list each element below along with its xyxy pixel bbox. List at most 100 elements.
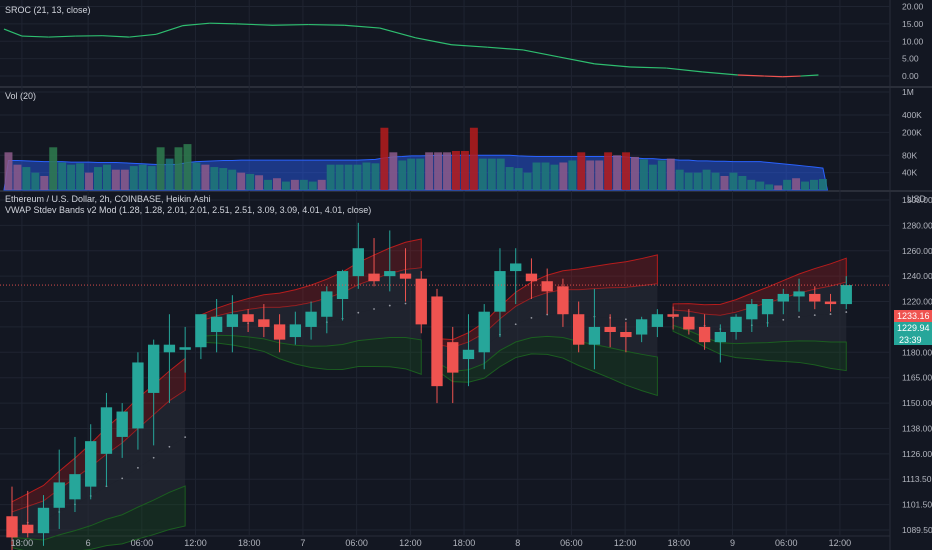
volume-bar (818, 179, 827, 190)
price-tick-label: 1138.00 (902, 423, 932, 433)
candle-body (210, 316, 223, 332)
volume-bar (487, 158, 496, 190)
volume-bar (622, 152, 630, 190)
sroc-line-segment (236, 23, 273, 26)
price-axis[interactable]: 20.00 15.00 10.00 5.00 0.00 1M 400K 200K 80K 40K 1… (902, 1, 932, 535)
x-tick-label: 06:00 (775, 538, 798, 548)
sroc-line-segment (415, 37, 452, 46)
candle-body (809, 293, 821, 302)
volume-bar (514, 168, 523, 190)
sroc-tick-label: 5.00 (902, 54, 919, 64)
volume-bar (469, 127, 478, 190)
sroc-line-segment (272, 23, 309, 26)
volume-tick-label: 200K (902, 127, 922, 137)
candle-body (69, 474, 81, 500)
volume-bar (505, 167, 514, 190)
volume-bar (308, 181, 317, 190)
volume-bar (774, 185, 783, 190)
sroc-line-segment (129, 33, 157, 38)
volume-bar (434, 152, 443, 190)
volume-title: Vol (20) (5, 91, 36, 101)
volume-bar (147, 166, 156, 190)
volume-bar (49, 147, 58, 190)
volume-bar (416, 158, 425, 190)
sroc-line-segment (594, 63, 631, 68)
volume-bar (747, 179, 756, 190)
candle-body (321, 291, 333, 317)
x-tick-label: 18:00 (453, 538, 476, 548)
candle-body (525, 273, 538, 282)
volume-bar (174, 147, 183, 190)
vwap-dot (845, 311, 848, 313)
volume-bar (40, 175, 49, 190)
x-tick-label: 8 (515, 538, 520, 548)
volume-bar (120, 169, 129, 190)
volume-bar (595, 160, 604, 190)
volume-bar (639, 159, 648, 190)
candle-body (840, 285, 852, 305)
candle-body (573, 314, 585, 345)
sroc-pane (3, 22, 819, 78)
volume-bar (613, 155, 622, 190)
candle-body (289, 324, 301, 338)
volume-bar (738, 175, 747, 190)
vwap-lower-band (436, 335, 658, 397)
candle-body (494, 271, 506, 312)
vwap-dot (373, 308, 375, 310)
vwap-dot (798, 316, 800, 318)
candle-body (761, 299, 774, 315)
volume-bar (192, 162, 201, 190)
sroc-line-segment (379, 27, 416, 39)
sroc-line-segment (48, 35, 76, 38)
volume-bar (183, 144, 192, 190)
candle-body (258, 319, 270, 327)
volume-bar (559, 162, 568, 190)
x-tick-label: 06:00 (345, 538, 368, 548)
volume-bar (496, 158, 505, 190)
volume-bar (684, 172, 693, 190)
price-title: Ethereum / U.S. Dollar, 2h, COINBASE, He… (5, 194, 211, 204)
volume-bar (237, 172, 246, 190)
sroc-line-segment (102, 35, 130, 38)
sroc-tick-label: 20.00 (902, 1, 924, 11)
volume-bar (76, 163, 85, 190)
candle-body (242, 314, 254, 322)
candle-body (793, 291, 805, 297)
candle-body (195, 314, 207, 348)
x-tick-label: 7 (300, 538, 305, 548)
price-tick-label: 1300.00 (902, 195, 932, 205)
volume-bar (460, 150, 469, 190)
volume-bar (389, 152, 398, 190)
volume-bar (407, 158, 416, 190)
candle-body (462, 349, 475, 360)
vwap-dot (357, 311, 360, 314)
volume-bar (219, 168, 228, 190)
sroc-line-segment (702, 71, 738, 76)
candle-body (557, 286, 569, 315)
vwap-dot (514, 323, 517, 326)
volume-bar (765, 184, 774, 190)
time-axis[interactable]: 18:00 6 06:00 12:00 18:00 7 06:00 12:00 18:00 8 06… (11, 538, 852, 548)
volume-bar (138, 164, 147, 190)
candle-body (85, 441, 97, 487)
price-tick-label: 1180.00 (902, 347, 932, 357)
x-tick-label: 06:00 (560, 538, 583, 548)
volume-bar (425, 152, 434, 190)
volume-bar (335, 164, 344, 190)
x-tick-label: 12:00 (614, 538, 637, 548)
sroc-line-segment (764, 75, 783, 78)
volume-bar (255, 175, 264, 190)
volume-tick-label: 1M (902, 87, 914, 97)
sroc-line-segment (487, 46, 524, 51)
volume-bar (604, 152, 613, 190)
candle-body (620, 332, 632, 338)
volume-tick-label: 400K (902, 110, 922, 120)
candle-body (368, 273, 380, 282)
x-tick-label: 18:00 (238, 538, 261, 548)
volume-bar (792, 178, 801, 190)
volume-bar (380, 127, 389, 190)
price-tick-label: 1165.00 (902, 373, 932, 383)
countdown-badge (894, 334, 932, 345)
candle-body (116, 411, 128, 437)
